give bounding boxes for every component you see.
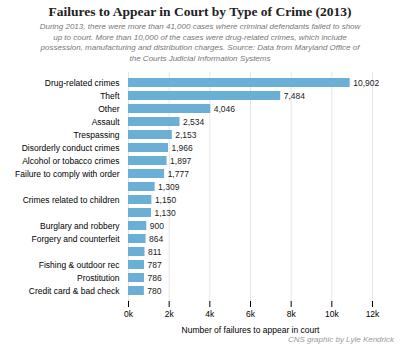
svg-text:7,484: 7,484 <box>284 91 306 101</box>
svg-text:10k: 10k <box>325 309 339 319</box>
svg-text:Alcohol or tobacco crimes: Alcohol or tobacco crimes <box>22 156 119 166</box>
svg-text:2,534: 2,534 <box>183 117 205 127</box>
svg-text:Assault: Assault <box>92 117 121 127</box>
svg-text:864: 864 <box>149 234 163 244</box>
svg-text:6k: 6k <box>246 309 256 319</box>
svg-text:Number of failures to appear i: Number of failures to appear in court <box>182 325 321 335</box>
svg-text:Failure to comply with order: Failure to comply with order <box>15 169 120 179</box>
svg-text:787: 787 <box>148 260 162 270</box>
svg-text:786: 786 <box>147 273 161 283</box>
svg-text:8k: 8k <box>287 309 297 319</box>
svg-text:Credit card & bad check: Credit card & bad check <box>29 286 120 296</box>
svg-text:1,897: 1,897 <box>170 156 192 166</box>
svg-text:900: 900 <box>150 221 164 231</box>
html-text:During 2013, there were more t: During 2013, there were more than 41,000… <box>39 22 361 63</box>
svg-text:0k: 0k <box>124 309 134 319</box>
svg-text:12k: 12k <box>366 309 380 319</box>
html-text:Failures to Appear in Court by: Failures to Appear in Court by Type of C… <box>48 4 352 19</box>
svg-text:Trespassing: Trespassing <box>74 130 120 140</box>
svg-text:Crimes related to children: Crimes related to children <box>23 195 120 205</box>
svg-text:1,966: 1,966 <box>171 143 193 153</box>
svg-text:Prostitution: Prostitution <box>77 273 120 283</box>
svg-text:4k: 4k <box>205 309 215 319</box>
svg-text:Disorderly conduct crimes: Disorderly conduct crimes <box>22 143 120 153</box>
svg-text:Forgery and counterfeit: Forgery and counterfeit <box>32 234 121 244</box>
svg-text:1,777: 1,777 <box>168 169 190 179</box>
svg-text:1,309: 1,309 <box>158 182 180 192</box>
svg-text:Other: Other <box>98 104 119 114</box>
svg-text:1,130: 1,130 <box>154 208 176 218</box>
svg-text:2k: 2k <box>165 309 175 319</box>
svg-text:Burglary and robbery: Burglary and robbery <box>40 221 120 231</box>
svg-text:4,046: 4,046 <box>214 104 236 114</box>
svg-text:780: 780 <box>147 286 161 296</box>
svg-text:10,902: 10,902 <box>353 78 379 88</box>
svg-text:Theft: Theft <box>100 91 120 101</box>
svg-text:1,150: 1,150 <box>155 195 177 205</box>
svg-text:Drug-related crimes: Drug-related crimes <box>45 78 120 88</box>
svg-text:811: 811 <box>148 247 162 257</box>
svg-text:Fishing & outdoor rec: Fishing & outdoor rec <box>39 260 121 270</box>
svg-text:2,153: 2,153 <box>175 130 197 140</box>
html-text:CNS graphic by Lyle Kendrick: CNS graphic by Lyle Kendrick <box>287 335 394 344</box>
